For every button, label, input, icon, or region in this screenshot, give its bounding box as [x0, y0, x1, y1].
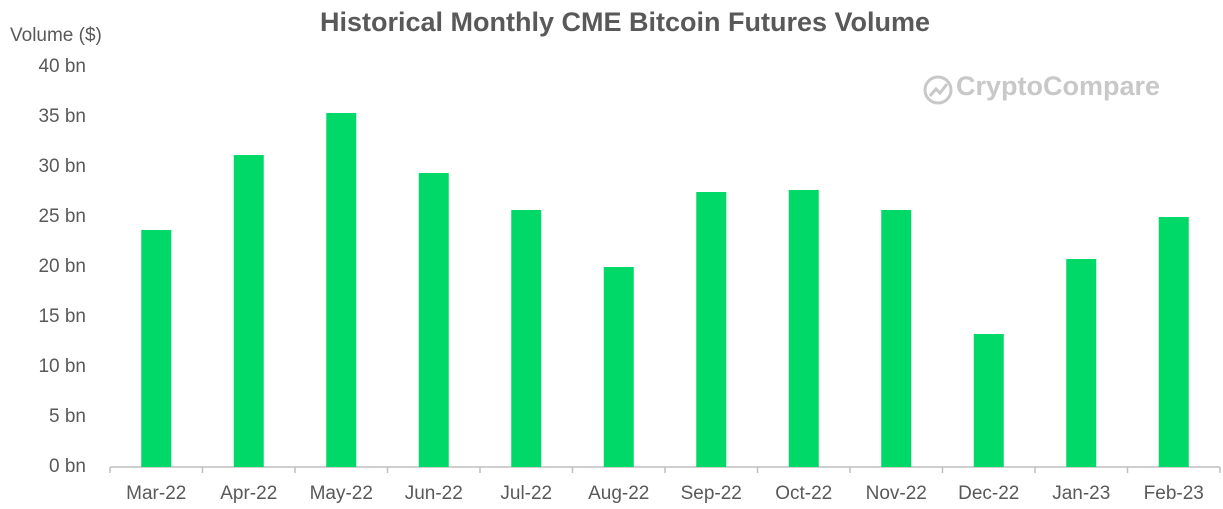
x-tick-label: Feb-23: [1144, 483, 1204, 504]
x-tick-label: Apr-22: [220, 483, 277, 504]
y-tick-label: 5 bn: [49, 406, 86, 427]
y-axis-label: Volume ($): [10, 25, 102, 46]
bar: [1158, 217, 1189, 467]
y-tick-label: 15 bn: [38, 306, 86, 327]
bar: [973, 334, 1004, 467]
x-tick-label: Oct-22: [775, 483, 832, 504]
bar: [603, 267, 634, 467]
bar: [881, 210, 912, 467]
y-tick-label: 30 bn: [38, 156, 86, 177]
y-tick-label: 0 bn: [49, 456, 86, 477]
y-tick-label: 20 bn: [38, 256, 86, 277]
x-tick-label: Mar-22: [126, 483, 186, 504]
bar: [326, 113, 357, 467]
bar: [418, 173, 449, 467]
x-tick-label: Dec-22: [958, 483, 1019, 504]
y-tick-label: 25 bn: [38, 206, 86, 227]
chart-title: Historical Monthly CME Bitcoin Futures V…: [320, 7, 930, 37]
x-tick-label: Nov-22: [866, 483, 927, 504]
x-tick-label: Jan-23: [1052, 483, 1110, 504]
y-tick-label: 40 bn: [38, 56, 86, 77]
bar: [696, 192, 727, 467]
bar: [1066, 259, 1097, 467]
watermark-icon: [923, 75, 953, 105]
bar: [233, 155, 264, 467]
watermark: CryptoCompare: [956, 71, 1160, 101]
bar: [511, 210, 542, 467]
x-tick-label: Jun-22: [405, 483, 463, 504]
x-tick-label: Aug-22: [588, 483, 649, 504]
x-tick-label: Sep-22: [681, 483, 742, 504]
y-tick-label: 35 bn: [38, 106, 86, 127]
bar: [141, 230, 172, 467]
x-tick-label: Jul-22: [500, 483, 552, 504]
x-tick-label: May-22: [310, 483, 373, 504]
bar: [788, 190, 819, 467]
y-tick-label: 10 bn: [38, 356, 86, 377]
